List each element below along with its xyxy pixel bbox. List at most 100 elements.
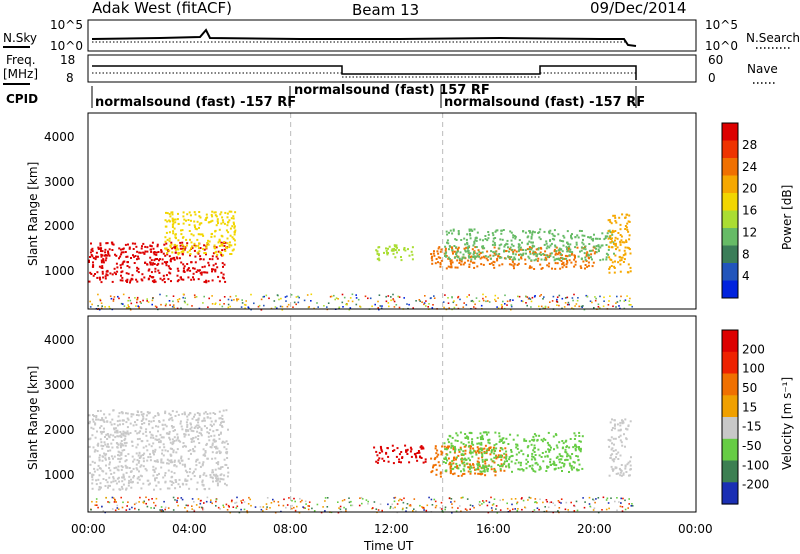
velocity-speckle bbox=[248, 496, 250, 499]
velocity-cell bbox=[95, 416, 98, 418]
velocity-cell bbox=[225, 452, 228, 455]
power-cell bbox=[92, 257, 95, 260]
power-speckle bbox=[250, 293, 252, 296]
velocity-cell bbox=[164, 410, 167, 413]
power-cell bbox=[615, 221, 618, 224]
velocity-cell bbox=[126, 412, 129, 415]
velocity-speckle bbox=[550, 501, 553, 503]
power-speckle bbox=[528, 297, 531, 299]
power-cell bbox=[120, 253, 123, 256]
velocity-cell bbox=[549, 458, 552, 461]
power-speckle bbox=[423, 302, 426, 304]
velocity-cell bbox=[119, 423, 121, 426]
power-cell bbox=[618, 256, 621, 259]
power-cell bbox=[582, 260, 585, 263]
velocity-cell bbox=[190, 437, 193, 440]
power-cell bbox=[150, 276, 153, 279]
velocity-cell bbox=[124, 437, 127, 440]
velocity-cell bbox=[133, 458, 136, 461]
power-cell bbox=[613, 252, 615, 255]
power-cell bbox=[431, 255, 433, 258]
power-cell bbox=[609, 231, 612, 234]
power-cell bbox=[530, 266, 533, 269]
velocity-cell bbox=[216, 447, 219, 450]
velocity-cell bbox=[120, 457, 123, 460]
power-cell bbox=[532, 252, 535, 255]
power-cell bbox=[431, 259, 434, 262]
power-cell bbox=[602, 258, 605, 261]
velocity-cell bbox=[96, 468, 99, 471]
velocity-cell bbox=[193, 470, 195, 473]
velocity-cell bbox=[553, 463, 556, 466]
velocity-cell bbox=[497, 456, 499, 459]
velocity-cell bbox=[223, 474, 226, 477]
power-speckle bbox=[223, 303, 225, 305]
velocity-cell bbox=[119, 434, 122, 437]
velocity-cell bbox=[142, 457, 145, 460]
power-cell bbox=[439, 250, 442, 253]
power-cell bbox=[619, 223, 622, 226]
power-cell bbox=[517, 258, 520, 261]
velocity-speckle bbox=[444, 506, 447, 509]
velocity-cell bbox=[127, 484, 130, 487]
velocity-speckle bbox=[206, 496, 209, 499]
power-cell bbox=[163, 243, 166, 246]
power-cell bbox=[512, 251, 515, 253]
velocity-cell bbox=[619, 471, 622, 474]
velocity-speckle bbox=[246, 510, 248, 512]
power-cell bbox=[510, 231, 513, 234]
velocity-cell bbox=[109, 449, 112, 452]
velocity-cell bbox=[91, 478, 94, 481]
power-speckle bbox=[136, 296, 139, 299]
power-speckle bbox=[616, 295, 618, 298]
velocity-cell bbox=[162, 454, 165, 457]
power-cell bbox=[610, 222, 613, 225]
power-cell bbox=[565, 257, 568, 260]
velocity-cell bbox=[541, 452, 544, 454]
velocity-cell bbox=[500, 440, 503, 442]
velocity-cell bbox=[152, 468, 155, 471]
power-cell bbox=[164, 254, 167, 257]
power-cell bbox=[566, 259, 568, 262]
velocity-cell bbox=[476, 442, 479, 445]
velocity-cell bbox=[125, 432, 128, 435]
velocity-speckle bbox=[557, 510, 559, 512]
power-cell bbox=[574, 236, 577, 239]
velocity-speckle bbox=[534, 501, 536, 504]
velocity-cell bbox=[203, 453, 206, 456]
power-cell bbox=[104, 254, 107, 256]
power-cell bbox=[614, 230, 617, 232]
velocity-cell bbox=[395, 455, 398, 458]
velocity-cell bbox=[385, 452, 388, 455]
velocity-cell bbox=[204, 451, 207, 454]
velocity-cell bbox=[503, 441, 506, 444]
power-cell bbox=[197, 244, 200, 247]
power-cell bbox=[527, 255, 530, 258]
power-cell bbox=[566, 241, 568, 244]
velocity-cell bbox=[174, 415, 177, 417]
velocity-speckle bbox=[345, 510, 347, 512]
velocity-cell bbox=[158, 446, 161, 449]
velocity-cell bbox=[484, 460, 487, 463]
power-speckle bbox=[380, 307, 383, 310]
power-speckle bbox=[176, 299, 179, 301]
velocity-cell bbox=[130, 440, 133, 443]
velocity-cell bbox=[531, 452, 534, 455]
velocity-cell bbox=[130, 413, 133, 416]
power-cell bbox=[524, 263, 527, 265]
power-cell bbox=[508, 256, 511, 259]
velocity-cell bbox=[118, 480, 121, 483]
velocity-cell bbox=[430, 471, 433, 474]
velocity-cell bbox=[476, 449, 479, 452]
velocity-cell bbox=[531, 455, 534, 458]
power-cell bbox=[165, 231, 168, 234]
velocity-cell bbox=[102, 419, 105, 422]
power-cell bbox=[190, 241, 193, 244]
power-cell bbox=[224, 250, 227, 252]
power-cell bbox=[494, 237, 497, 239]
velocity-cell bbox=[168, 436, 171, 439]
velocity-cell bbox=[103, 452, 106, 455]
velocity-cell bbox=[552, 460, 555, 463]
velocity-cell bbox=[482, 431, 485, 434]
power-cell bbox=[199, 222, 202, 225]
